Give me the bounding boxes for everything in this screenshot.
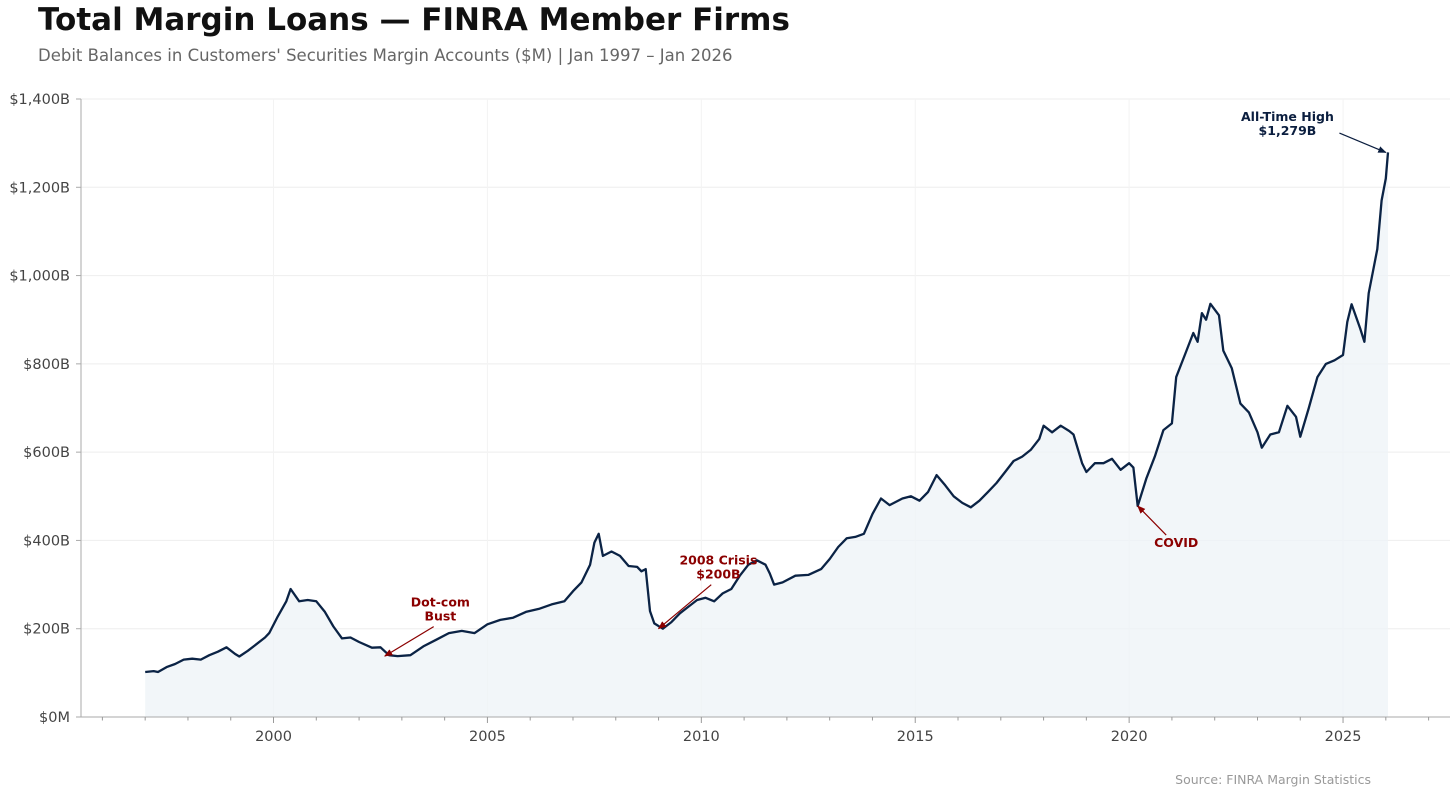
annotation-label-line: 2008 Crisis — [679, 553, 757, 568]
chart-title: Total Margin Loans — FINRA Member Firms — [38, 2, 790, 38]
y-tick-label: $400B — [23, 533, 70, 549]
annotation-label-line: All-Time High — [1241, 109, 1334, 124]
annotation-label-line: $200B — [696, 567, 740, 582]
annotation-label-line: COVID — [1154, 535, 1198, 550]
annotation-arrow — [384, 626, 434, 657]
series-line — [145, 152, 1390, 674]
annotation-label: Dot-com Bust — [411, 595, 470, 624]
x-tick-label: 2025 — [1325, 729, 1362, 745]
area-layer — [145, 152, 1390, 717]
y-tick-label: $0M — [39, 710, 70, 726]
source-note: Source: FINRA Margin Statistics — [1175, 772, 1371, 787]
annotation-label-line: $1,279B — [1259, 123, 1317, 138]
x-tick-label: 2000 — [255, 729, 292, 745]
annotation-arrow — [1137, 505, 1167, 536]
series-area-fill — [145, 152, 1389, 717]
axes: $0M $200B $400B $600B $800B $1,000B $1,200B $1,… — [9, 92, 1450, 745]
annotation-label: 2008 Crisis $200B — [679, 553, 757, 582]
annotation-label-line: Dot-com — [411, 595, 470, 610]
annotation-label: All-Time High $1,279B — [1241, 109, 1334, 138]
annotations: Dot-com Bust 2008 Crisis $200B COVID All-Time… — [384, 109, 1387, 657]
y-tick-label: $1,000B — [9, 269, 70, 285]
y-tick-label: $800B — [23, 357, 70, 373]
y-tick-label: $200B — [23, 622, 70, 638]
y-tick-label: $600B — [23, 445, 70, 461]
annotation-label-line: Bust — [424, 609, 456, 624]
annotation-arrow — [1339, 132, 1387, 153]
annotation-arrow — [657, 584, 712, 630]
y-tick-label: $1,200B — [9, 180, 70, 196]
x-tick-label: 2015 — [897, 729, 934, 745]
chart-subtitle: Debit Balances in Customers' Securities … — [38, 46, 733, 65]
x-tick-label: 2020 — [1111, 729, 1148, 745]
x-tick-label: 2010 — [683, 729, 720, 745]
x-tick-label: 2005 — [469, 729, 506, 745]
y-tick-label: $1,400B — [9, 92, 70, 108]
annotation-label: COVID — [1154, 535, 1198, 550]
